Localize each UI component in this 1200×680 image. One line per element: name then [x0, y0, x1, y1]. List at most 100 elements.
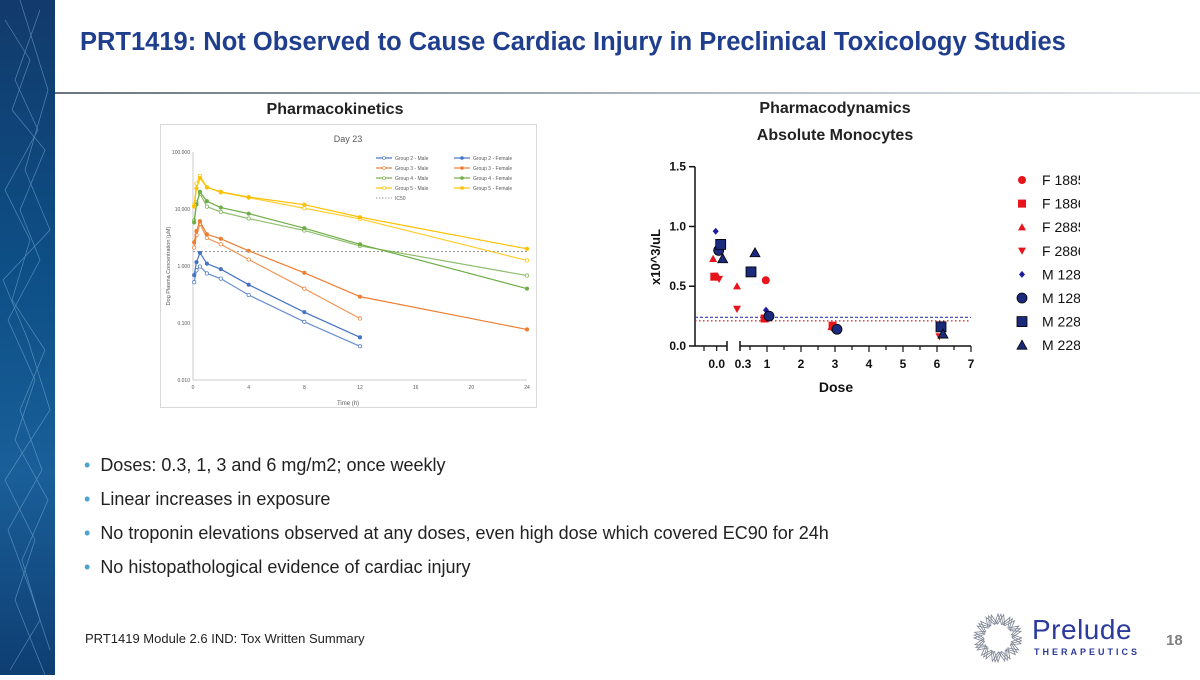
pk-data-point	[524, 327, 530, 332]
pd-data-point	[937, 328, 949, 339]
pk-legend-label: Group 3 - Male	[395, 166, 429, 172]
pk-legend-marker	[382, 156, 386, 160]
pk-legend-marker	[460, 166, 464, 170]
pd-legend-label: F 2886	[1042, 243, 1080, 259]
pk-legend-marker	[382, 186, 386, 190]
pd-y-tick-label: 0.5	[669, 279, 686, 293]
pd-legend-marker	[1019, 270, 1025, 278]
pk-data-point	[218, 209, 223, 214]
pk-x-tick-label: 20	[469, 385, 475, 391]
pk-legend-label: Group 4 - Male	[395, 176, 429, 182]
pk-data-point	[218, 276, 223, 281]
pk-y-tick-label: 10.000	[175, 207, 191, 213]
pd-legend-label: F 1885	[1042, 172, 1080, 188]
pk-legend-label: Group 5 - Female	[473, 186, 512, 192]
pd-legend-marker	[1018, 223, 1026, 231]
pd-x-tick-label: 0.3	[735, 357, 752, 371]
pd-legend-marker	[1016, 316, 1028, 328]
pk-y-tick-label: 100.000	[172, 150, 190, 156]
pk-data-point	[357, 344, 363, 349]
pd-data-point	[763, 310, 775, 322]
pk-y-tick-label: 0.010	[177, 378, 190, 384]
pk-data-point	[357, 242, 363, 247]
pk-legend-marker	[460, 176, 464, 180]
pk-data-point	[204, 232, 209, 237]
pd-data-point	[763, 306, 769, 314]
pk-data-point	[204, 235, 209, 241]
pd-data-point	[710, 272, 719, 281]
network-pattern	[2, 0, 51, 676]
pd-x-tick-label: 4	[866, 357, 873, 371]
pk-data-point	[192, 273, 197, 278]
pk-legend-label: Group 2 - Male	[395, 156, 429, 162]
pk-data-point	[218, 189, 223, 194]
pk-legend-marker	[460, 156, 464, 160]
pd-data-point	[715, 275, 724, 284]
bullet-item: • No histopathological evidence of cardia…	[84, 557, 471, 577]
pd-data-point	[831, 323, 843, 335]
decorative-side-strip	[0, 0, 55, 676]
pk-y-tick-label: 1.000	[177, 264, 190, 270]
pd-data-point	[717, 252, 729, 264]
pk-data-point	[204, 199, 209, 204]
pk-chart-title: Day 23	[334, 134, 363, 144]
logo-name: Prelude	[1032, 614, 1133, 645]
pd-x-tick-label: 0.0	[708, 357, 725, 371]
pd-y-axis-label: x10^3/uL	[648, 229, 663, 285]
pd-chart: x10^3/uL Dose 0.00.51.01.50.0 0.3 1 2 3 4 5 6 7 …	[648, 160, 1080, 395]
pd-data-point	[749, 246, 761, 258]
pk-data-point	[302, 202, 307, 207]
pd-legend-marker	[1018, 247, 1026, 255]
pk-data-point	[302, 226, 307, 231]
pd-data-point	[733, 305, 741, 313]
pk-data-point	[192, 280, 197, 285]
pk-data-point	[204, 261, 209, 266]
pk-legend-marker	[382, 176, 386, 180]
pd-x-axis-label: Dose	[819, 379, 853, 395]
pd-heading: Pharmacodynamics	[759, 100, 911, 117]
pk-data-point	[218, 205, 223, 210]
page-number: 18	[1166, 632, 1183, 649]
bullet-text: No troponin elevations observed at any d…	[100, 523, 829, 543]
pk-x-tick-label: 4	[247, 385, 250, 391]
pk-x-tick-label: 0	[192, 385, 195, 391]
pd-chart-title: Absolute Monocytes	[756, 127, 914, 144]
pd-x-tick-label: 2	[798, 357, 805, 371]
pd-data-point	[935, 321, 947, 333]
bullet-text: Doses: 0.3, 1, 3 and 6 mg/m2; once weekl…	[100, 455, 446, 475]
bullet-list: • Doses: 0.3, 1, 3 and 6 mg/m2; once week…	[84, 452, 829, 588]
pd-data-point	[712, 227, 719, 235]
pk-data-point	[524, 258, 530, 263]
pk-x-tick-label: 24	[524, 385, 530, 391]
pk-data-point	[246, 216, 251, 221]
pk-data-point	[192, 204, 197, 209]
pd-legend-label: M 2286	[1042, 337, 1080, 353]
pd-legend-marker	[1018, 199, 1026, 208]
logo-star-stroke	[973, 613, 1023, 663]
bullet-item: • No troponin elevations observed at any …	[84, 523, 829, 543]
pd-legend-label: F 1886	[1042, 196, 1080, 212]
pk-y-tick-label: 0.100	[177, 321, 190, 327]
bullet-text: Linear increases in exposure	[100, 489, 331, 509]
pk-data-point	[302, 206, 307, 211]
slide-title: PRT1419: Not Observed to Cause Cardiac I…	[80, 28, 1066, 56]
pd-data-point	[733, 282, 741, 290]
pd-y-tick-label: 1.5	[669, 160, 686, 174]
pk-data-point	[302, 310, 307, 315]
pk-data-point	[357, 215, 363, 220]
pd-data-point	[745, 266, 757, 278]
pk-data-point	[218, 236, 223, 241]
pk-data-point	[302, 286, 307, 291]
pd-legend-label: F 2885	[1042, 219, 1080, 235]
pk-data-point	[246, 248, 251, 253]
title-divider	[55, 92, 1200, 94]
pk-data-point	[197, 264, 203, 269]
pk-data-point	[218, 242, 223, 247]
pk-legend-label: Group 3 - Female	[473, 166, 512, 172]
pk-legend-label: Group 4 - Female	[473, 176, 512, 182]
logo-star-stroke	[972, 612, 1022, 664]
pk-data-point	[524, 273, 530, 278]
pd-legend-marker	[1016, 339, 1028, 350]
pk-data-point	[218, 267, 223, 272]
pk-data-point	[357, 294, 363, 299]
